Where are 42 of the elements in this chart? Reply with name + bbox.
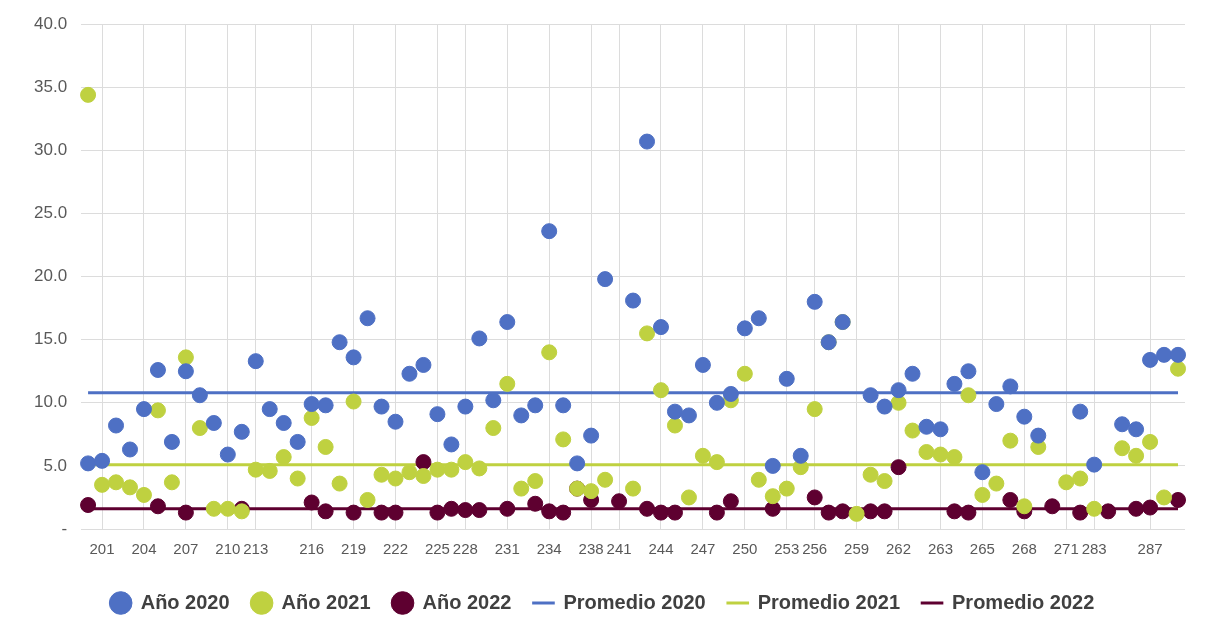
y-tick-label: 15.0 xyxy=(33,329,68,349)
y-tick-label: 5.0 xyxy=(43,455,68,475)
x-tick-label: 268 xyxy=(1011,540,1037,558)
x-tick-label: 241 xyxy=(606,540,632,558)
legend-label: Promedio 2021 xyxy=(757,590,901,613)
y-tick-label: - xyxy=(61,518,68,538)
x-tick-label: 225 xyxy=(424,540,450,558)
x-tick-label: 213 xyxy=(243,540,269,558)
x-tick-label: 262 xyxy=(886,540,912,558)
legend-label: Año 2022 xyxy=(422,590,512,613)
x-tick-label: 253 xyxy=(774,540,800,558)
y-tick-label: 35.0 xyxy=(33,76,68,96)
x-tick-label: 263 xyxy=(927,540,953,558)
x-tick-label: 207 xyxy=(173,540,199,558)
x-tick-label: 234 xyxy=(536,540,562,558)
x-tick-label: 216 xyxy=(299,540,325,558)
x-tick-label: 247 xyxy=(690,540,716,558)
x-tick-label: 228 xyxy=(452,540,478,558)
x-tick-label: 210 xyxy=(215,540,241,558)
x-tick-label: 219 xyxy=(341,540,367,558)
legend-label: Promedio 2022 xyxy=(952,590,1095,613)
legend-label: Promedio 2020 xyxy=(563,590,706,613)
y-tick-label: 20.0 xyxy=(33,266,68,286)
x-tick-label: 204 xyxy=(131,540,157,558)
x-tick-label: 201 xyxy=(89,540,115,558)
y-tick-label: 40.0 xyxy=(33,13,68,33)
x-tick-label: 259 xyxy=(844,540,870,558)
x-tick-label: 231 xyxy=(494,540,520,558)
y-tick-label: 30.0 xyxy=(33,140,68,160)
x-tick-label: 238 xyxy=(578,540,604,558)
x-tick-label: 271 xyxy=(1053,540,1079,558)
x-tick-label: 287 xyxy=(1137,540,1163,558)
y-tick-label: 10.0 xyxy=(33,392,68,412)
legend-label: Año 2021 xyxy=(281,590,371,613)
x-tick-label: 250 xyxy=(732,540,758,558)
y-tick-label: 25.0 xyxy=(33,203,68,223)
x-tick-label: 256 xyxy=(802,540,828,558)
x-tick-label: 222 xyxy=(382,540,409,558)
x-tick-label: 244 xyxy=(648,540,674,558)
legend-label: Año 2020 xyxy=(140,590,230,613)
x-tick-label: 265 xyxy=(969,540,995,558)
x-tick-label: 283 xyxy=(1081,540,1107,558)
